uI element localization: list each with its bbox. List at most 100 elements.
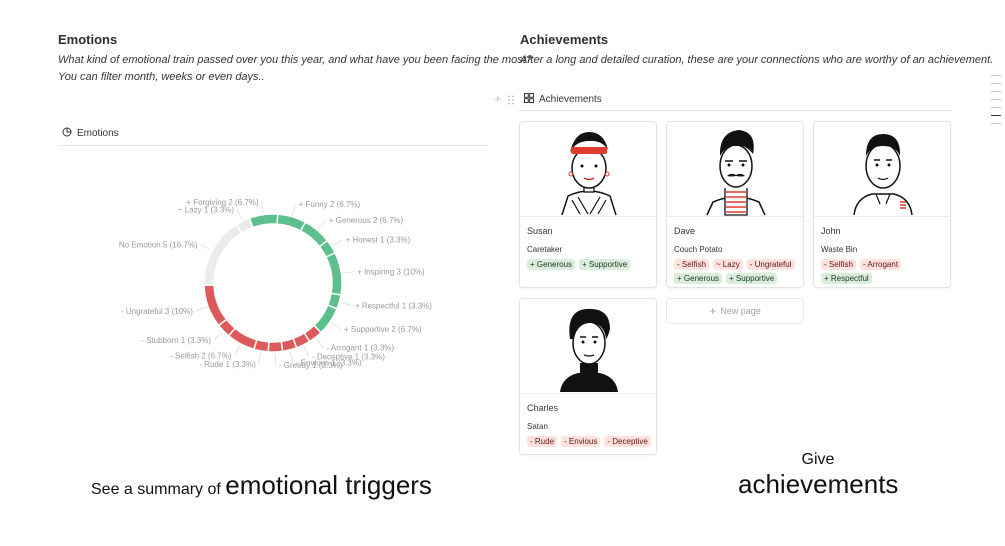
card-tags: - Rude - Envious - Deceptive — [527, 436, 653, 447]
tag: + Supportive — [579, 259, 631, 270]
donut-leader-line — [195, 306, 207, 312]
donut-slice-label: + Forgiving 2 (6.7%) — [186, 198, 259, 207]
donut-slice-label: - Envious 1 (3.3%) — [296, 359, 362, 368]
achievements-title: Achievements — [520, 32, 609, 47]
donut-slice-label: - Arrogant 1 (3.3%) — [326, 344, 394, 353]
card-role: Caretaker — [527, 245, 563, 254]
donut-slice[interactable] — [267, 340, 284, 353]
tag: - Deceptive — [604, 436, 651, 447]
donut-slice-label: + Honest 1 (3.3%) — [346, 236, 411, 245]
achievement-card[interactable]: John Waste Bin - Selfish - Arrogant + Re… — [813, 121, 951, 288]
donut-slice-label: - Deceptive 1 (3.3%) — [312, 353, 385, 362]
donut-leader-line — [236, 209, 243, 220]
donut-slice-label: + Funny 2 (6.7%) — [299, 200, 361, 209]
card-role: Satan — [527, 422, 548, 431]
achievements-view-tab[interactable]: Achievements — [524, 93, 602, 106]
man-mustache-scarf-illustration — [706, 130, 766, 216]
donut-leader-line — [292, 204, 296, 215]
donut-leader-line — [261, 201, 264, 213]
tag: - Arrogant — [859, 259, 902, 270]
gallery-icon — [524, 93, 534, 106]
donut-leader-line — [341, 302, 352, 306]
donut-leader-line — [303, 346, 310, 357]
donut-slice-label: + Generous 2 (6.7%) — [329, 216, 404, 225]
card-cover — [814, 122, 950, 217]
donut-slice-label: - Ungrateful 3 (10%) — [121, 307, 193, 316]
donut-slice[interactable] — [248, 213, 279, 229]
donut-slice[interactable] — [235, 217, 254, 234]
donut-leader-line — [343, 271, 355, 274]
donut-leader-line — [332, 239, 343, 246]
donut-slice-label: - Greedy 1 (3.3%) — [279, 361, 343, 370]
donut-slice-label: ~ Lazy 1 (3.3%) — [178, 205, 235, 214]
card-cover — [520, 299, 656, 394]
caption-left-small: See a summary of — [91, 481, 221, 498]
card-role: Couch Potato — [674, 245, 723, 254]
tag: + Respectful — [821, 273, 872, 284]
donut-slice[interactable] — [203, 284, 228, 327]
donut-slice[interactable] — [325, 251, 343, 296]
emotions-description-line2: You can filter month, weeks or even days… — [58, 71, 265, 83]
caption-right-big: achievements — [738, 469, 899, 499]
tag: - Ungrateful — [746, 259, 795, 270]
tag: - Rude — [527, 436, 558, 447]
man-turtleneck-illustration — [560, 308, 618, 392]
donut-leader-line — [316, 338, 324, 348]
tag: + Supportive — [726, 273, 778, 284]
woman-headband-illustration — [561, 132, 617, 216]
card-name: John — [821, 226, 841, 236]
new-page-label: New page — [720, 306, 761, 316]
donut-slice-label: + Inspiring 3 (10%) — [357, 268, 425, 277]
tag: + Generous — [527, 259, 576, 270]
donut-slice-label: + Respectful 1 (3.3%) — [355, 302, 432, 311]
tag: + Generous — [674, 273, 723, 284]
emotions-view-label: Emotions — [77, 128, 119, 139]
card-tags: - Selfish ~ Lazy - Ungrateful + Generous… — [674, 259, 800, 284]
donut-leader-line — [200, 244, 211, 251]
tag: - Selfish — [674, 259, 709, 270]
tag: - Selfish — [821, 259, 856, 270]
donut-leader-line — [213, 332, 223, 341]
donut-leader-line — [318, 219, 327, 229]
donut-slice[interactable] — [280, 337, 298, 353]
page-outline-markers[interactable] — [991, 75, 1005, 131]
tag: ~ Lazy — [712, 259, 743, 270]
block-add-icon[interactable]: + — [494, 91, 502, 106]
achievement-card[interactable]: Charles Satan - Rude - Envious - Decepti… — [519, 298, 657, 455]
card-cover — [667, 122, 803, 217]
donut-slice[interactable] — [276, 213, 307, 232]
card-name: Dave — [674, 226, 696, 236]
donut-slice-label: No Emotion 5 (16.7%) — [119, 241, 198, 250]
new-page-button[interactable]: + New page — [666, 298, 804, 324]
emotions-view-tab[interactable]: Emotions — [62, 127, 119, 140]
donut-leader-line — [234, 345, 241, 356]
emotions-description-line1: What kind of emotional train passed over… — [58, 54, 532, 66]
caption-emotional-triggers: See a summary of emotional triggers — [91, 470, 432, 501]
tag: - Envious — [561, 436, 601, 447]
man-hoodie-illustration — [853, 134, 913, 216]
plus-icon: + — [709, 304, 717, 318]
donut-slice-label: - Stubborn 1 (3.3%) — [141, 336, 211, 345]
caption-give-achievements: Give achievements — [738, 451, 898, 500]
achievements-view-divider — [520, 110, 951, 111]
drag-handle-icon[interactable] — [508, 92, 514, 110]
donut-leader-line — [258, 352, 262, 364]
chart-pie-icon — [62, 127, 72, 140]
caption-right-small: Give — [801, 451, 835, 468]
donut-leader-line — [331, 322, 342, 330]
achievement-card[interactable]: Susan Caretaker + Generous + Supportive — [519, 121, 657, 288]
achievements-view-label: Achievements — [539, 94, 602, 105]
emotions-description: What kind of emotional train passed over… — [58, 52, 532, 86]
donut-slice-label: - Rude 1 (3.3%) — [199, 360, 256, 369]
achievements-description: After a long and detailed curation, thes… — [520, 54, 994, 66]
donut-leader-line — [289, 351, 294, 363]
card-name: Susan — [527, 226, 553, 236]
caption-left-big: emotional triggers — [225, 470, 432, 500]
card-role: Waste Bin — [821, 245, 858, 254]
donut-slice[interactable] — [203, 223, 243, 287]
card-tags: - Selfish - Arrogant + Respectful — [821, 259, 947, 284]
emotions-title: Emotions — [58, 32, 118, 47]
achievement-card[interactable]: Dave Couch Potato - Selfish ~ Lazy - Ung… — [666, 121, 804, 288]
card-cover — [520, 122, 656, 217]
